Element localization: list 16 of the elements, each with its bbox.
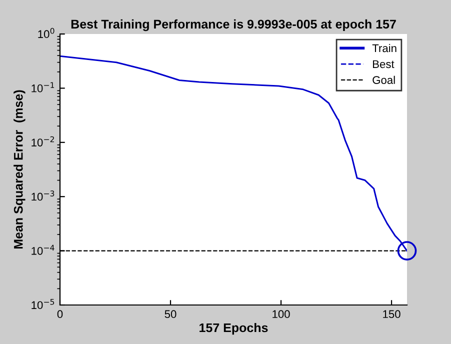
y-tick-label: 10$^{−3}$	[32, 190, 54, 201]
y-tick-label: 10$^{−1}$	[32, 82, 54, 92]
y-tick-label: 10$^{0}$	[38, 28, 54, 38]
chart-title: Best Training Performance is 9.9993e-005 at epoch 157	[71, 19, 396, 32]
x-tick-label: 150	[383, 310, 400, 318]
x-tick-label: 100	[272, 310, 290, 318]
x-tick-label: 50	[164, 310, 176, 318]
legend-label: Goal	[372, 76, 395, 84]
x-tick-label: 0	[57, 310, 63, 318]
legend-label: Train	[372, 44, 396, 52]
y-tick-label: 10$^{−4}$	[32, 244, 54, 255]
legend-label: Best	[373, 60, 394, 68]
x-axis-title: 157 Epochs	[200, 322, 268, 335]
y-tick-label: 10$^{−2}$	[32, 136, 54, 146]
y-axis-title: Mean Squared Error (mse)	[14, 90, 26, 249]
y-tick-label: 10$^{−5}$	[32, 299, 54, 310]
